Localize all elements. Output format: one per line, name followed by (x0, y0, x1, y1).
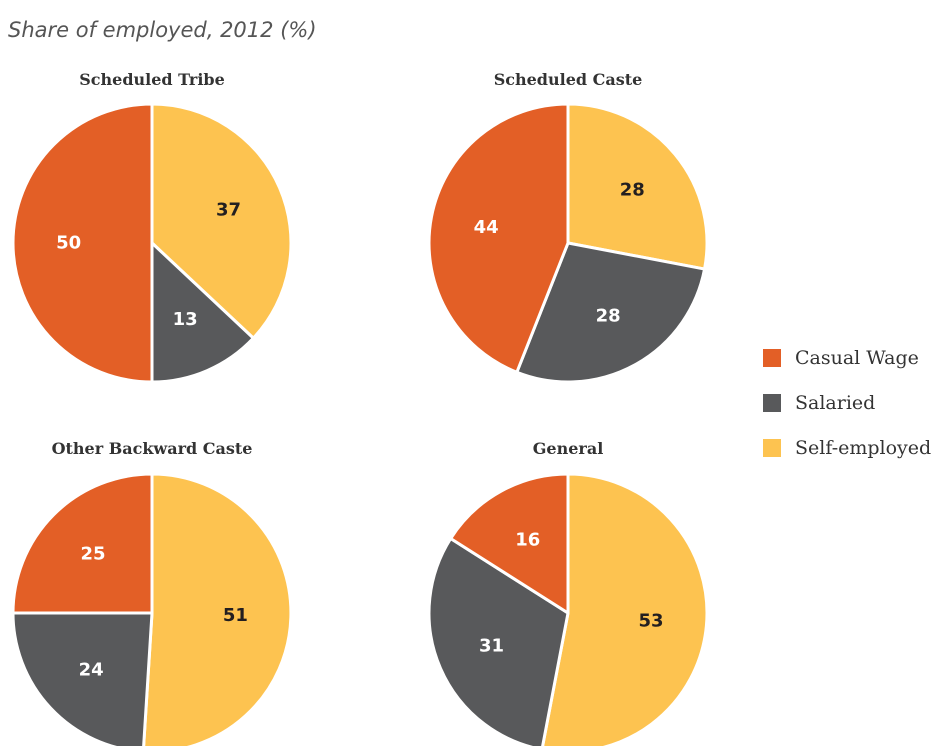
slice-label-salaried: 28 (596, 306, 621, 327)
pie-scheduled-tribe: Scheduled Tribe 37 13 50 (11, 70, 293, 384)
pie-title: Scheduled Tribe (79, 70, 225, 89)
pie-title: General (533, 439, 604, 458)
pie-slice-salaried (515, 241, 707, 384)
slice-label-salaried: 13 (173, 309, 198, 330)
slice-label-self-employed: 28 (620, 179, 645, 200)
pie-title: Scheduled Caste (494, 70, 643, 89)
pie-general: General 53 31 16 (427, 439, 709, 746)
slice-label-casual-wage: 25 (80, 544, 105, 565)
slice-label-casual-wage: 16 (515, 529, 540, 550)
pie-slice-casual-wage (11, 472, 154, 615)
legend-item-salaried: Salaried (763, 392, 875, 414)
pie-title: Other Backward Caste (52, 439, 253, 458)
legend-label: Salaried (795, 392, 875, 414)
pie-slice-casual-wage (449, 472, 570, 615)
pie-other-backward-caste: Other Backward Caste 51 24 25 (11, 439, 293, 746)
pie-slice-casual-wage (427, 102, 570, 374)
pie-slice-self-employed (541, 472, 709, 746)
pie-slice-casual-wage (11, 102, 154, 384)
pie-slice-self-employed (142, 472, 293, 746)
legend-item-casual-wage: Casual Wage (763, 347, 919, 369)
pie-slice-self-employed (150, 102, 293, 340)
legend-swatch (763, 439, 781, 457)
slice-label-salaried: 31 (479, 636, 504, 657)
slice-label-self-employed: 51 (223, 605, 248, 626)
pie-scheduled-caste: Scheduled Caste 28 28 44 (427, 70, 709, 384)
slice-label-casual-wage: 50 (56, 233, 81, 254)
chart-subtitle: Share of employed, 2012 (%) (8, 18, 317, 42)
legend-item-self-employed: Self-employed (763, 437, 931, 459)
legend: Casual Wage Salaried Self-employed (763, 347, 931, 459)
slice-label-casual-wage: 44 (474, 217, 499, 238)
pie-slice-salaried (427, 537, 570, 746)
legend-swatch (763, 349, 781, 367)
pie-slice-salaried (11, 611, 154, 746)
pie-slice-self-employed (566, 102, 709, 271)
slice-label-self-employed: 37 (216, 199, 241, 220)
legend-swatch (763, 394, 781, 412)
pies-layer: Scheduled Tribe 37 13 50 Scheduled Caste 28 28… (11, 70, 709, 746)
slice-label-self-employed: 53 (638, 610, 663, 631)
slice-label-salaried: 24 (79, 660, 104, 681)
legend-label: Casual Wage (795, 347, 919, 369)
pie-slice-salaried (150, 241, 255, 384)
legend-label: Self-employed (795, 437, 931, 459)
